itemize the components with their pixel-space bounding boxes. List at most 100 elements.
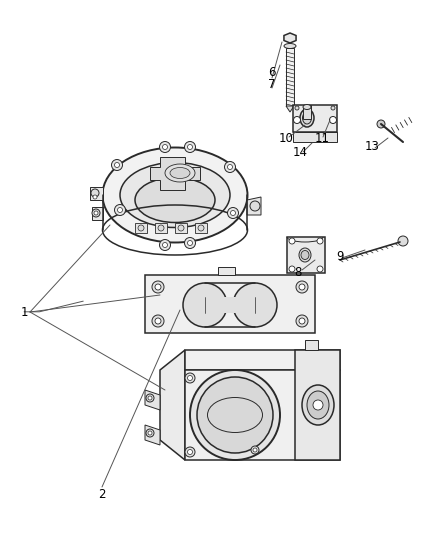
Circle shape bbox=[296, 281, 308, 293]
Ellipse shape bbox=[303, 104, 311, 109]
Circle shape bbox=[227, 207, 239, 219]
Circle shape bbox=[93, 195, 97, 199]
Text: 14: 14 bbox=[293, 147, 307, 159]
Circle shape bbox=[158, 225, 164, 231]
Polygon shape bbox=[185, 370, 340, 460]
Circle shape bbox=[117, 207, 123, 213]
Ellipse shape bbox=[300, 109, 314, 127]
Circle shape bbox=[293, 117, 300, 124]
Polygon shape bbox=[160, 350, 185, 460]
Circle shape bbox=[152, 281, 164, 293]
Circle shape bbox=[329, 117, 336, 124]
Circle shape bbox=[233, 283, 277, 327]
Circle shape bbox=[94, 211, 98, 215]
Circle shape bbox=[148, 396, 152, 400]
Circle shape bbox=[187, 144, 192, 149]
Polygon shape bbox=[293, 105, 337, 132]
Polygon shape bbox=[145, 275, 315, 333]
Circle shape bbox=[225, 161, 236, 173]
Circle shape bbox=[187, 376, 192, 381]
Ellipse shape bbox=[120, 163, 230, 228]
Ellipse shape bbox=[302, 385, 334, 425]
Circle shape bbox=[91, 189, 99, 197]
Polygon shape bbox=[145, 390, 160, 410]
Circle shape bbox=[185, 373, 195, 383]
Text: 10: 10 bbox=[279, 132, 293, 144]
Text: 2: 2 bbox=[98, 488, 106, 500]
Ellipse shape bbox=[102, 148, 247, 243]
Ellipse shape bbox=[303, 112, 311, 124]
Bar bbox=[135, 223, 147, 233]
Text: 13: 13 bbox=[364, 141, 379, 154]
Circle shape bbox=[185, 447, 195, 457]
Circle shape bbox=[92, 209, 100, 217]
Ellipse shape bbox=[299, 248, 311, 262]
Circle shape bbox=[295, 106, 299, 110]
Circle shape bbox=[299, 284, 305, 290]
Circle shape bbox=[250, 201, 260, 211]
Text: 11: 11 bbox=[314, 132, 329, 144]
Circle shape bbox=[198, 225, 204, 231]
Polygon shape bbox=[305, 340, 318, 350]
Circle shape bbox=[183, 283, 227, 327]
Text: 7: 7 bbox=[268, 77, 276, 91]
Circle shape bbox=[114, 163, 120, 167]
Polygon shape bbox=[90, 187, 103, 200]
Bar bbox=[303, 105, 311, 119]
Bar bbox=[155, 223, 167, 233]
Circle shape bbox=[289, 238, 295, 244]
Circle shape bbox=[146, 429, 154, 437]
Circle shape bbox=[159, 141, 170, 152]
Circle shape bbox=[190, 370, 280, 460]
Bar bbox=[195, 223, 207, 233]
Circle shape bbox=[155, 318, 161, 324]
Circle shape bbox=[253, 448, 257, 452]
Circle shape bbox=[114, 205, 126, 215]
Text: 6: 6 bbox=[268, 67, 276, 79]
Ellipse shape bbox=[135, 177, 215, 222]
Bar bbox=[286, 48, 294, 106]
Ellipse shape bbox=[170, 167, 190, 179]
Polygon shape bbox=[247, 197, 261, 215]
Circle shape bbox=[331, 106, 335, 110]
Polygon shape bbox=[150, 157, 200, 190]
Circle shape bbox=[187, 449, 192, 455]
Ellipse shape bbox=[165, 164, 195, 182]
Ellipse shape bbox=[301, 251, 309, 260]
Polygon shape bbox=[286, 106, 294, 112]
Circle shape bbox=[178, 225, 184, 231]
Circle shape bbox=[317, 238, 323, 244]
Polygon shape bbox=[218, 267, 235, 275]
Circle shape bbox=[227, 165, 233, 169]
Ellipse shape bbox=[307, 391, 329, 419]
Circle shape bbox=[162, 144, 167, 149]
Polygon shape bbox=[287, 237, 325, 273]
Circle shape bbox=[296, 315, 308, 327]
Circle shape bbox=[184, 238, 195, 248]
Circle shape bbox=[299, 318, 305, 324]
Circle shape bbox=[251, 446, 259, 454]
Circle shape bbox=[398, 236, 408, 246]
Circle shape bbox=[313, 400, 323, 410]
Text: 9: 9 bbox=[336, 251, 344, 263]
Text: 1: 1 bbox=[20, 305, 28, 319]
Polygon shape bbox=[185, 350, 340, 370]
Circle shape bbox=[146, 394, 154, 402]
Circle shape bbox=[155, 284, 161, 290]
Bar bbox=[175, 223, 187, 233]
Circle shape bbox=[184, 141, 195, 152]
Circle shape bbox=[159, 239, 170, 251]
Circle shape bbox=[152, 315, 164, 327]
Polygon shape bbox=[145, 425, 160, 445]
Ellipse shape bbox=[284, 44, 296, 49]
Polygon shape bbox=[92, 207, 103, 220]
Circle shape bbox=[289, 266, 295, 272]
Polygon shape bbox=[284, 33, 296, 43]
Circle shape bbox=[230, 211, 236, 215]
Polygon shape bbox=[293, 132, 337, 142]
Circle shape bbox=[317, 266, 323, 272]
Circle shape bbox=[138, 225, 144, 231]
Circle shape bbox=[377, 120, 385, 128]
Text: 8: 8 bbox=[294, 266, 302, 279]
Circle shape bbox=[112, 159, 123, 171]
